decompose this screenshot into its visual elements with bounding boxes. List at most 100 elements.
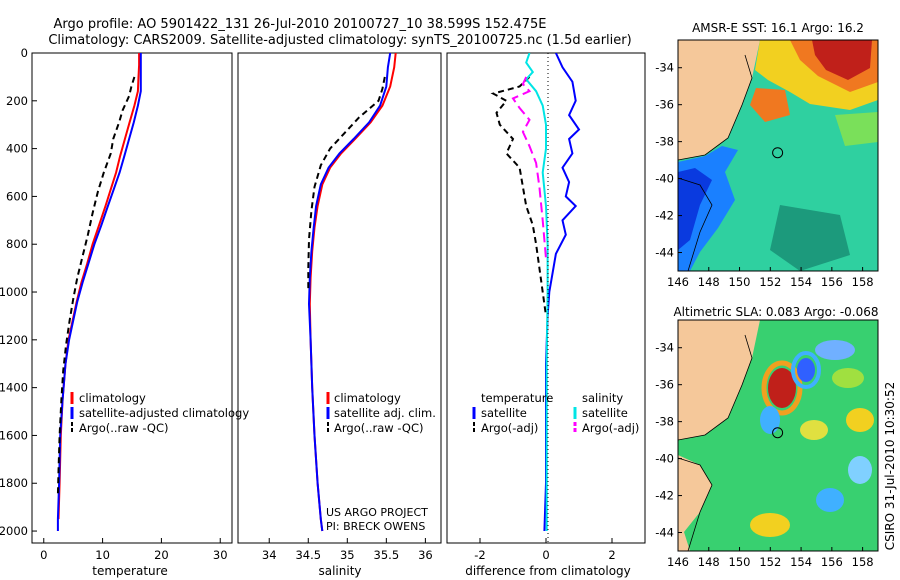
tasmania-coast [678,457,713,551]
sla-map-frame [677,319,879,552]
lat-tick-label: -42 [655,209,674,223]
project-note-line1: US ARGO PROJECT [326,506,428,519]
depth-tick-label: 200 [6,94,28,108]
temperature-legend: climatology satellite-adjusted climatolo… [70,391,249,435]
legend-title-salinity: salinity [582,391,623,405]
legend-label-argo-temp: Argo(-adj) [481,421,538,435]
legend-label-satellite-temp: satellite [481,406,527,420]
depth-tick-label: 1400 [0,381,28,395]
salinity-legend: climatology satellite adj. clim. Argo(..… [326,391,436,533]
x-tick-label: 20 [154,548,169,562]
warm-spot-3 [750,513,790,537]
project-note-line2: PI: BRECK OWENS [326,520,425,533]
lon-tick-label: 150 [729,555,751,569]
coastline [678,54,753,161]
side-timestamp-label: CSIRO 31-Jul-2010 10:30:52 [883,382,897,550]
lat-tick-label: -34 [655,341,674,355]
temperature-xlabel: temperature [92,564,167,578]
series-line-satellite-adj-clim- [307,53,392,532]
difference-legend: temperature satellite Argo(-adj) salinit… [472,391,639,435]
lat-tick-label: -44 [655,246,674,260]
legend-label-argo: Argo(..raw -QC) [79,421,169,435]
series-line-argo-raw-qc- [56,76,136,496]
legend-label-climatology: climatology [79,391,146,405]
tasmania-coast [678,177,713,271]
sst-map-ticks: 146 148 150 152 154 156 158 -34 -36 -38 -40 -42 -44 [655,61,873,289]
lon-tick-label: 152 [759,555,781,569]
sst-map [678,40,878,271]
cool-patch [760,406,780,434]
warm-eddy [750,88,790,122]
lat-tick-label: -44 [655,526,674,540]
figure-title-line2: Climatology: CARS2009. Satellite-adjuste… [48,33,631,48]
legend-title-temperature: temperature [481,391,553,405]
low-eddy-ring [791,351,821,389]
x-tick-label: 2 [608,548,615,562]
x-tick-label: 10 [95,548,110,562]
salinity-series [307,53,397,532]
lon-tick-label: 150 [729,275,751,289]
depth-tick-label: 800 [6,237,28,251]
x-tick-label: 34.5 [295,548,321,562]
x-tick-label: 0 [542,548,549,562]
x-tick-label: 30 [213,548,228,562]
lat-tick-label: -38 [655,135,674,149]
cool-band [815,340,855,360]
sla-map-ticks: 146 148 150 152 154 156 158 -34 -36 -38 -40 -42 -44 [655,341,873,569]
legend-label-satellite: satellite-adjusted climatology [79,406,249,420]
lat-tick-label: -34 [655,61,674,75]
depth-tick-label: 400 [6,142,28,156]
depth-tick-label: 1200 [0,333,28,347]
legend-label-satellite: satellite adj. clim. [334,406,436,420]
depth-tick-label: 2000 [0,524,28,538]
temperature-panel [31,52,233,544]
argo-location-marker [772,147,784,159]
argo-location-marker [772,427,784,439]
temperature-series [56,53,142,531]
warmest-patch [812,40,872,80]
cool-spot [816,488,844,512]
difference-series [490,53,581,532]
x-axis-ticks: 0 10 20 30 34 34.5 35 35.5 36 -2 0 2 [40,538,616,562]
mid-patch [770,205,850,271]
series-line-argo-raw-qc- [307,76,386,292]
sst-map-frame [677,39,879,272]
x-tick-label: 0 [40,548,47,562]
lat-tick-label: -36 [655,98,674,112]
warm-patch [832,368,864,388]
sla-map [678,320,878,551]
x-tick-label: 34 [262,548,277,562]
salinity-panel [237,52,442,544]
lon-tick-label: 154 [790,275,812,289]
cold-core-patch [678,168,712,250]
lon-tick-label: 146 [667,275,689,289]
lon-tick-label: 158 [852,555,874,569]
lon-tick-label: 158 [852,275,874,289]
lat-tick-label: -40 [655,172,674,186]
cool-spot-2 [848,456,872,484]
lat-tick-label: -38 [655,415,674,429]
x-tick-label: -2 [474,548,485,562]
lat-tick-label: -42 [655,489,674,503]
lon-tick-label: 148 [698,555,720,569]
low-eddy [797,358,815,382]
x-tick-label: 35.5 [374,548,400,562]
lon-tick-label: 148 [698,275,720,289]
x-tick-label: 35 [340,548,355,562]
series-line-argo-adj-salinity- [511,76,547,259]
high-eddy-ring [761,360,803,416]
lon-tick-label: 146 [667,555,689,569]
depth-tick-label: 0 [21,46,28,60]
lon-tick-label: 156 [821,555,843,569]
depth-tick-label: 1800 [0,476,28,490]
lon-tick-label: 154 [790,555,812,569]
depth-tick-label: 1000 [0,285,28,299]
sst-map-title: AMSR-E SST: 16.1 Argo: 16.2 [692,21,864,35]
figure-title-line1: Argo profile: AO 5901422_131 26-Jul-2010… [53,17,546,32]
difference-xlabel: difference from climatology [465,564,631,578]
x-tick-label: 36 [418,548,433,562]
legend-label-climatology: climatology [334,391,401,405]
warm-spot-2 [800,420,828,440]
legend-label-argo-sal: Argo(-adj) [582,421,639,435]
